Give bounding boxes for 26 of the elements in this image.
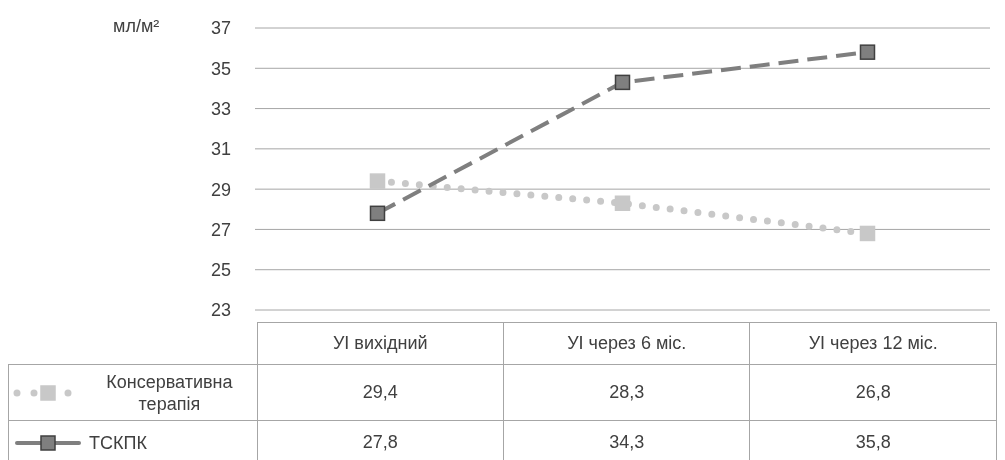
y-tick-label: 33: [210, 98, 231, 119]
y-tick-label: 31: [210, 139, 231, 160]
legend-label: ТСКПК: [89, 431, 147, 454]
x-tick-label: УІ через 12 міс.: [749, 322, 997, 365]
point: [859, 225, 876, 242]
x-tick-label: УІ вихідний: [257, 322, 504, 365]
point: [859, 44, 876, 60]
x-tick-label: УІ через 6 міс.: [503, 322, 750, 365]
data-label: 29,4: [257, 364, 504, 421]
point: [614, 195, 631, 211]
y-tick-label: 37: [210, 18, 231, 39]
point: [369, 205, 386, 222]
data-label: 34,3: [503, 420, 750, 460]
data-label: 27,8: [257, 420, 504, 460]
point: [614, 74, 631, 91]
y-tick-label: 23: [210, 300, 231, 321]
y-tick-label: 29: [210, 179, 231, 200]
point: [369, 173, 386, 189]
data-label: 35,8: [749, 420, 997, 460]
y-tick-label: 35: [210, 58, 231, 79]
legend-label: Консервативна терапія: [105, 370, 234, 415]
y-axis-title: мл/м²: [113, 16, 160, 37]
data-label: 26,8: [749, 364, 997, 421]
data-label: 28,3: [503, 364, 750, 421]
y-tick-label: 27: [210, 219, 231, 240]
y-tick-label: 25: [210, 260, 231, 281]
